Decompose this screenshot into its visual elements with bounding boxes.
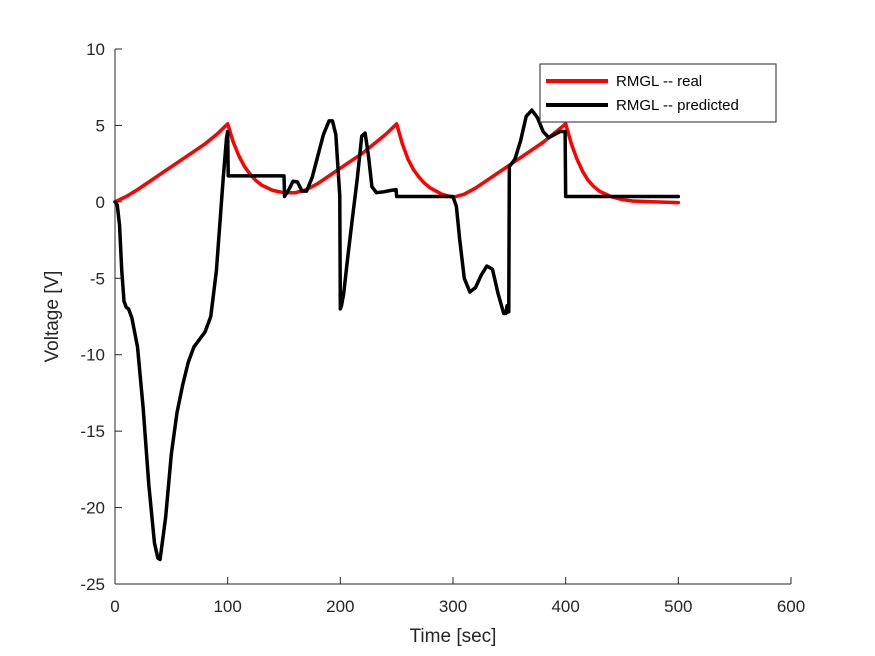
axes: 0 100 200 300 400 500 600 -25 -20 -15 -10 -5 0 5 10 [80,40,805,616]
y-tick-label: 5 [96,116,105,135]
y-tick-label: 0 [96,193,105,212]
y-tick-label: -5 [90,269,105,288]
y-axis-ticks: -25 -20 -15 -10 -5 0 5 10 [80,40,122,594]
x-tick-label: 500 [664,597,692,616]
x-tick-label: 600 [777,597,805,616]
x-axis-ticks: 0 100 200 300 400 500 600 [110,577,805,616]
legend: RMGL -- real RMGL -- predicted [539,63,777,123]
x-tick-label: 400 [551,597,579,616]
x-tick-label: 100 [213,597,241,616]
x-axis-title: Time [sec] [410,626,497,647]
y-tick-label: -10 [80,346,105,365]
y-tick-label: -25 [80,575,105,594]
legend-label-predicted: RMGL -- predicted [616,97,739,114]
x-tick-label: 200 [326,597,354,616]
x-tick-label: 300 [439,597,467,616]
y-tick-label: -15 [80,422,105,441]
legend-box [539,63,777,123]
x-tick-label: 0 [110,597,119,616]
series-line-predicted [113,108,681,562]
series-line-real [113,122,681,205]
legend-label-real: RMGL -- real [616,73,702,90]
plot-area [113,108,681,562]
y-axis-title: Voltage [V] [42,271,63,363]
series-layer [113,108,681,562]
y-tick-label: 10 [86,40,105,59]
y-tick-label: -20 [80,499,105,518]
